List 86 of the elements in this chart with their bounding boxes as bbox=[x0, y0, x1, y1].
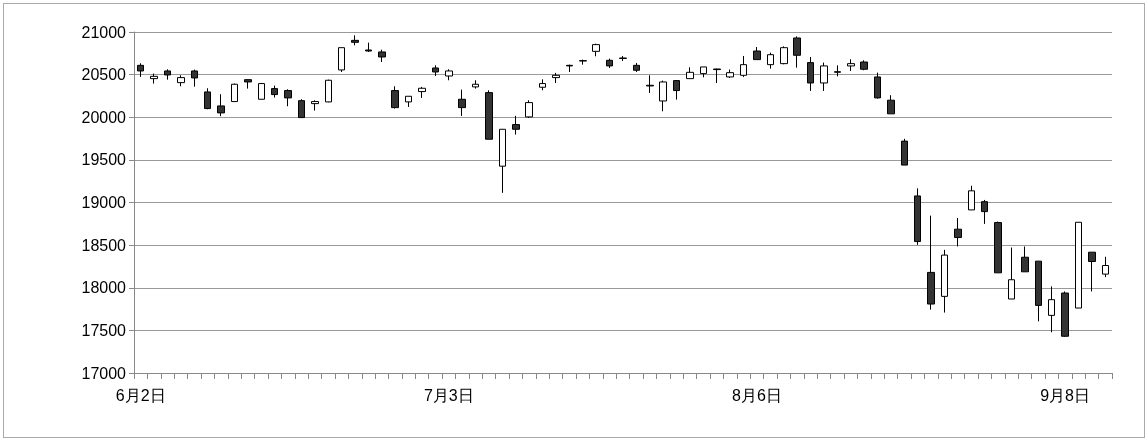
candlestick bbox=[1088, 251, 1096, 292]
candlestick bbox=[592, 43, 600, 57]
candlestick bbox=[793, 35, 801, 69]
candlestick bbox=[177, 74, 185, 87]
x-tick-label: 7月3日 bbox=[423, 386, 474, 404]
candlestick bbox=[284, 88, 292, 107]
candlestick bbox=[298, 98, 305, 119]
candlestick bbox=[860, 59, 868, 71]
candlestick bbox=[646, 74, 654, 94]
y-tick-label: 19000 bbox=[81, 194, 127, 211]
candlestick bbox=[726, 69, 734, 79]
candlestick bbox=[673, 80, 680, 101]
candlestick bbox=[566, 64, 573, 73]
candlestick bbox=[941, 249, 948, 314]
y-tick-label: 19500 bbox=[81, 151, 127, 169]
candlestick bbox=[244, 78, 252, 90]
candlestick bbox=[713, 68, 721, 84]
y-tick-label: 20000 bbox=[81, 108, 127, 126]
candlestick bbox=[418, 86, 426, 99]
candlestick bbox=[981, 199, 988, 225]
candlestick bbox=[1061, 290, 1069, 338]
candlestick bbox=[485, 89, 493, 140]
candlestick bbox=[686, 66, 694, 80]
candlestick bbox=[365, 42, 372, 53]
candlestick bbox=[579, 59, 587, 66]
candlestick bbox=[325, 79, 332, 103]
candlestick bbox=[405, 95, 412, 108]
candlestick bbox=[472, 79, 479, 90]
candlestick bbox=[927, 215, 935, 311]
candlestick bbox=[271, 85, 278, 99]
candlestick bbox=[994, 221, 1002, 274]
candlestick bbox=[231, 83, 238, 103]
y-tick-label: 18500 bbox=[81, 236, 127, 254]
x-tick-label: 8月6日 bbox=[732, 386, 782, 404]
candlestick bbox=[619, 55, 627, 62]
candlestick bbox=[1021, 245, 1029, 273]
candlestick bbox=[191, 69, 198, 88]
candlestick bbox=[740, 55, 747, 78]
candlestick bbox=[847, 58, 855, 72]
candlestick bbox=[874, 72, 881, 100]
candlestick bbox=[338, 47, 345, 73]
x-tick-label: 6月2日 bbox=[115, 386, 166, 404]
candlestick bbox=[820, 62, 828, 92]
y-tick-label: 21000 bbox=[81, 23, 127, 41]
candlestick bbox=[378, 49, 386, 63]
candlestick bbox=[137, 62, 144, 78]
candlestick bbox=[767, 52, 774, 70]
candlestick bbox=[887, 94, 895, 115]
y-tick-label: 20500 bbox=[81, 66, 127, 84]
candlestick bbox=[150, 73, 158, 85]
candlestick bbox=[780, 45, 788, 65]
candlestick bbox=[954, 217, 962, 247]
candlestick bbox=[1035, 260, 1042, 322]
x-tick-label: 9月8日 bbox=[1040, 386, 1091, 404]
candlestick bbox=[539, 78, 546, 91]
candlestick bbox=[258, 82, 265, 101]
y-tick-label: 17000 bbox=[81, 364, 127, 382]
candlestick bbox=[1008, 247, 1015, 300]
candlestick bbox=[1075, 221, 1082, 309]
candlestick bbox=[807, 56, 814, 92]
candlestick bbox=[659, 80, 667, 112]
candlestick bbox=[1048, 285, 1055, 333]
candlestick bbox=[552, 72, 560, 84]
candlestick bbox=[217, 93, 225, 117]
candlestick bbox=[525, 99, 533, 119]
y-tick-label: 17500 bbox=[81, 321, 127, 339]
y-tick-label: 18000 bbox=[81, 279, 127, 297]
candlestick bbox=[1102, 256, 1109, 278]
candlestick bbox=[753, 46, 761, 61]
candlestick bbox=[901, 138, 908, 166]
candlestick bbox=[700, 66, 707, 78]
candlestick bbox=[445, 68, 453, 81]
candlestick bbox=[311, 99, 319, 112]
candlestick bbox=[606, 58, 613, 69]
candlestick bbox=[499, 128, 506, 194]
candlestick bbox=[432, 64, 439, 77]
candlestick bbox=[914, 187, 921, 246]
candlestick bbox=[968, 185, 975, 211]
candlestick bbox=[164, 68, 171, 81]
candlestick bbox=[351, 34, 359, 46]
candlestick bbox=[458, 89, 466, 117]
candlestick bbox=[834, 64, 841, 77]
candlestick bbox=[391, 85, 399, 110]
candlestick bbox=[204, 87, 211, 110]
candlestick bbox=[512, 115, 520, 136]
candlestick bbox=[633, 62, 640, 73]
